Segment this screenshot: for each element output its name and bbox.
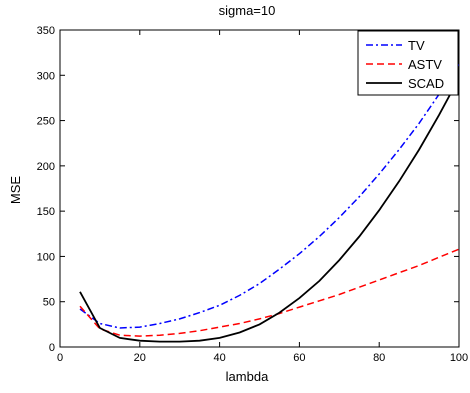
x-tick-label: 100 [450,352,468,364]
series-group [79,63,459,343]
legend-label-scad: SCAD [408,76,444,91]
series-line-tv [79,63,459,329]
y-tick-label: 50 [43,297,55,309]
y-tick-label: 200 [37,161,55,173]
legend: TV ASTV SCAD [357,30,459,96]
y-tick-label: 100 [37,251,55,263]
x-tick-label: 60 [293,352,305,364]
x-tick-label: 40 [213,352,225,364]
y-tick-label: 300 [37,70,55,82]
legend-label-astv: ASTV [408,57,442,72]
series-line-scad [79,77,459,343]
legend-box [357,30,459,96]
y-tick-label: 150 [37,206,55,218]
x-tick-label: 80 [373,352,385,364]
series-line-astv [79,248,459,337]
chart-title: sigma=10 [219,3,276,18]
y-tick-label: 250 [37,116,55,128]
x-tick-label: 20 [134,352,146,364]
x-axis-title: lambda [226,369,269,384]
x-tick-label: 0 [57,352,63,364]
legend-label-tv: TV [408,38,425,53]
y-tick-label: 0 [49,342,55,354]
y-axis-title: MSE [8,176,23,205]
y-tick-label: 350 [37,25,55,37]
